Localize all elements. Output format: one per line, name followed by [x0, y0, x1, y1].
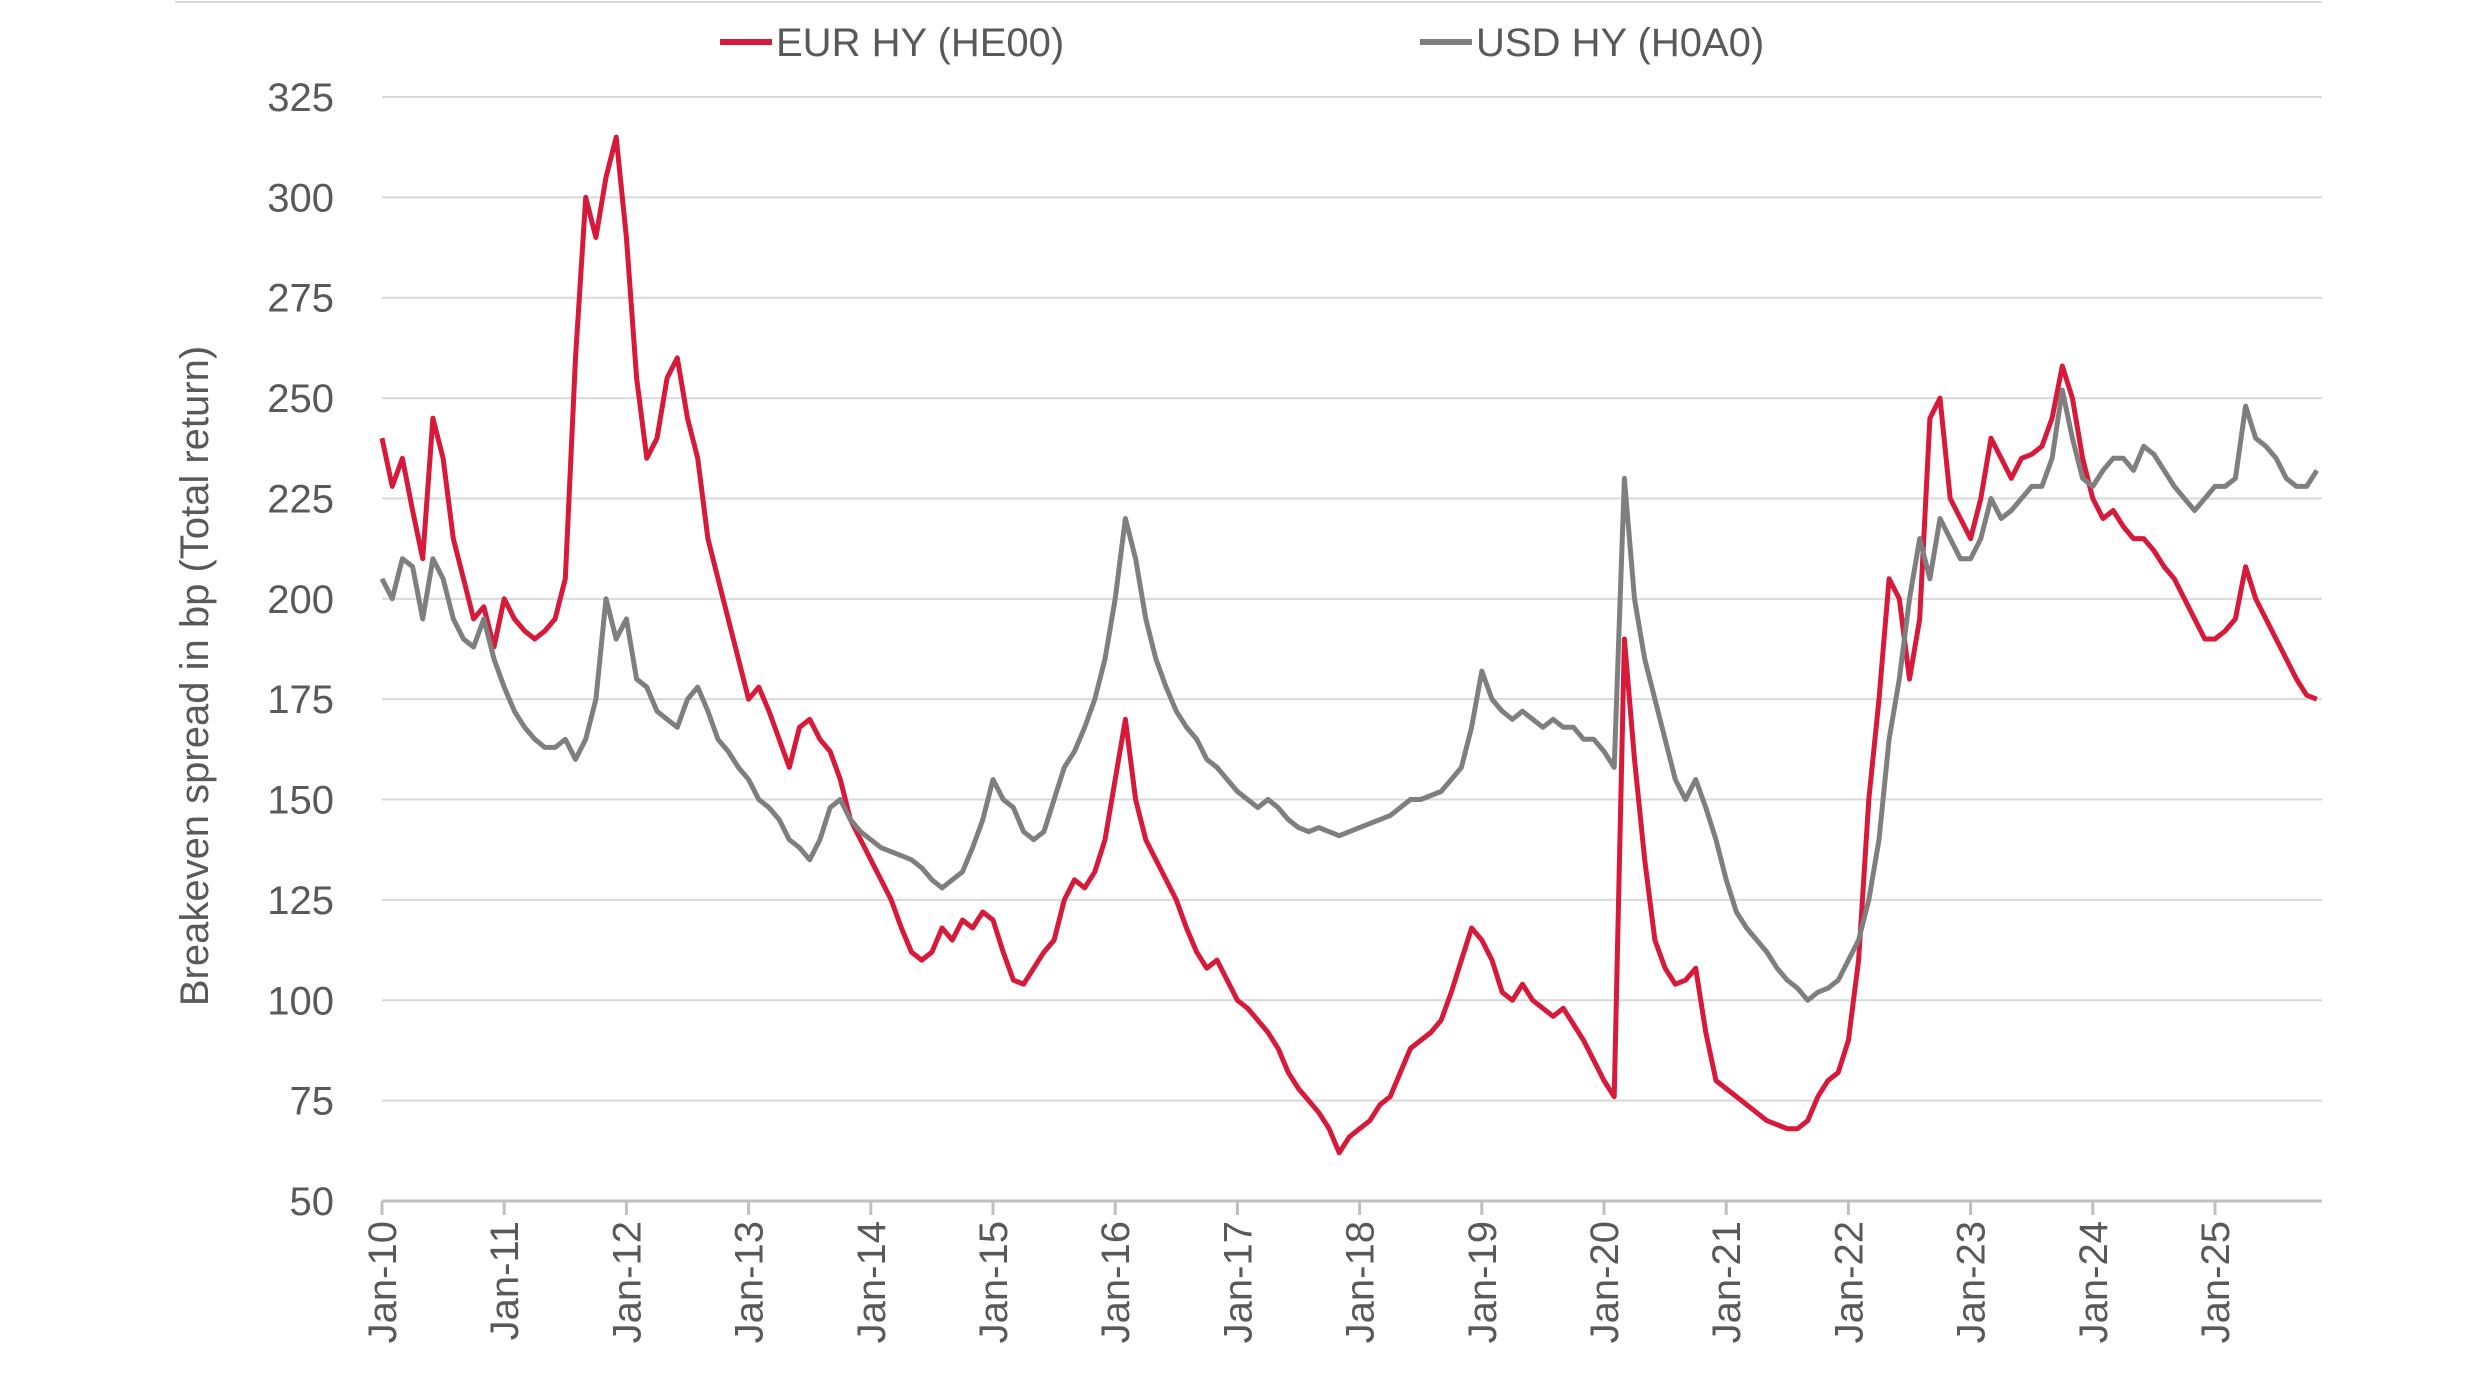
- y-tick-label: 300: [267, 176, 334, 220]
- x-tick-label: Jan-21: [1705, 1221, 1749, 1343]
- series-line: [379, 387, 2319, 1003]
- x-tick-label: Jan-25: [2194, 1221, 2238, 1343]
- y-tick-label: 125: [267, 879, 334, 923]
- y-tick-label: 275: [267, 277, 334, 321]
- legend-label: EUR HY (HE00): [776, 21, 1064, 65]
- x-tick-label: Jan-18: [1339, 1221, 1383, 1343]
- y-axis-label: Breakeven spread in bp (Total return): [173, 346, 217, 1006]
- x-tick-label: Jan-14: [850, 1221, 894, 1343]
- x-tick-label: Jan-24: [2072, 1221, 2116, 1343]
- y-tick-label: 250: [267, 377, 334, 421]
- x-tick-label: Jan-10: [361, 1221, 405, 1343]
- series-line: [379, 134, 2318, 1156]
- y-tick-label: 325: [267, 76, 334, 120]
- x-tick-label: Jan-17: [1216, 1221, 1260, 1343]
- x-tick-label: Jan-11: [483, 1221, 527, 1340]
- y-tick-label: 225: [267, 477, 334, 521]
- x-tick-label: Jan-15: [972, 1221, 1016, 1343]
- y-tick-label: 50: [290, 1180, 335, 1224]
- y-tick-label: 200: [267, 578, 334, 622]
- x-tick-label: Jan-16: [1094, 1221, 1138, 1343]
- x-tick-label: Jan-12: [605, 1221, 649, 1343]
- legend-label: USD HY (H0A0): [1476, 21, 1764, 65]
- x-tick-label: Jan-23: [1950, 1221, 1994, 1343]
- x-tick-label: Jan-19: [1461, 1221, 1505, 1343]
- y-tick-label: 75: [290, 1080, 335, 1124]
- x-tick-label: Jan-22: [1827, 1221, 1871, 1343]
- y-tick-label: 175: [267, 678, 334, 722]
- y-tick-label: 150: [267, 779, 334, 823]
- y-tick-label: 100: [267, 979, 334, 1023]
- x-tick-label: Jan-13: [728, 1221, 772, 1343]
- x-tick-label: Jan-20: [1583, 1221, 1627, 1343]
